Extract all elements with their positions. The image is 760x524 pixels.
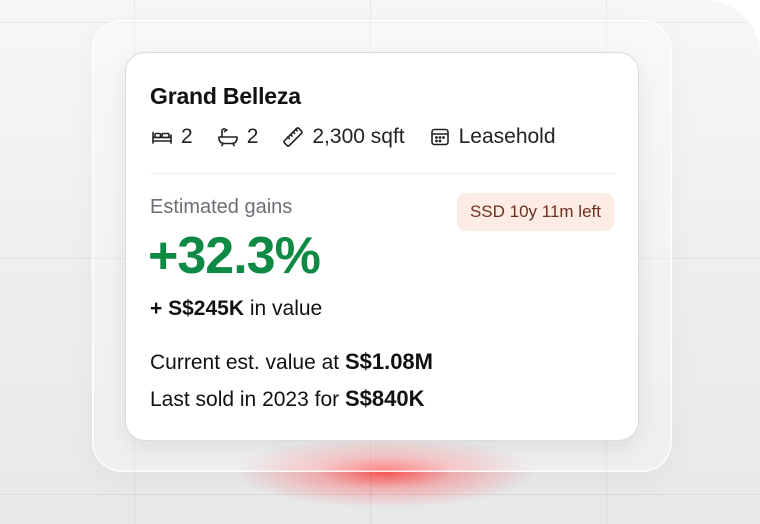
ssd-badge: SSD 10y 11m left bbox=[456, 193, 614, 231]
bedrooms-count: 2 bbox=[181, 125, 193, 148]
last-sold-amount: S$840K bbox=[344, 386, 425, 411]
last-sold-line: Last sold in 2023 for S$840K bbox=[150, 386, 424, 412]
value-gain-prefix: + bbox=[150, 297, 169, 320]
property-title: Grand Belleza bbox=[150, 83, 301, 109]
bathtub-icon bbox=[216, 125, 240, 149]
bathrooms-count: 2 bbox=[246, 125, 259, 148]
property-features: 2 2 bbox=[150, 125, 579, 149]
card-divider bbox=[150, 173, 616, 174]
area-feature: 2,300 sqft bbox=[281, 125, 405, 149]
calendar-icon bbox=[428, 125, 452, 149]
gain-percent: +32.3% bbox=[148, 227, 321, 285]
tenure-feature: Leasehold bbox=[428, 125, 556, 149]
value-gain-amount: S$245K bbox=[168, 297, 244, 320]
current-value-prefix: Current est. value at bbox=[150, 351, 345, 374]
property-card[interactable]: Grand Belleza 2 bbox=[125, 52, 639, 441]
current-value-amount: S$1.08M bbox=[344, 349, 433, 374]
area-value: 2,300 sqft bbox=[312, 125, 405, 148]
ruler-icon bbox=[281, 125, 305, 149]
bathrooms-feature: 2 bbox=[216, 125, 259, 149]
bedrooms-feature: 2 bbox=[150, 125, 193, 149]
estimated-gains-label: Estimated gains bbox=[150, 196, 293, 218]
current-value-line: Current est. value at S$1.08M bbox=[150, 349, 433, 375]
value-gain-suffix: in value bbox=[244, 297, 323, 320]
tenure-value: Leasehold bbox=[458, 125, 556, 148]
bed-icon bbox=[150, 125, 174, 149]
last-sold-prefix: Last sold in 2023 for bbox=[150, 388, 345, 411]
value-gain: + S$245K in value bbox=[150, 297, 322, 321]
